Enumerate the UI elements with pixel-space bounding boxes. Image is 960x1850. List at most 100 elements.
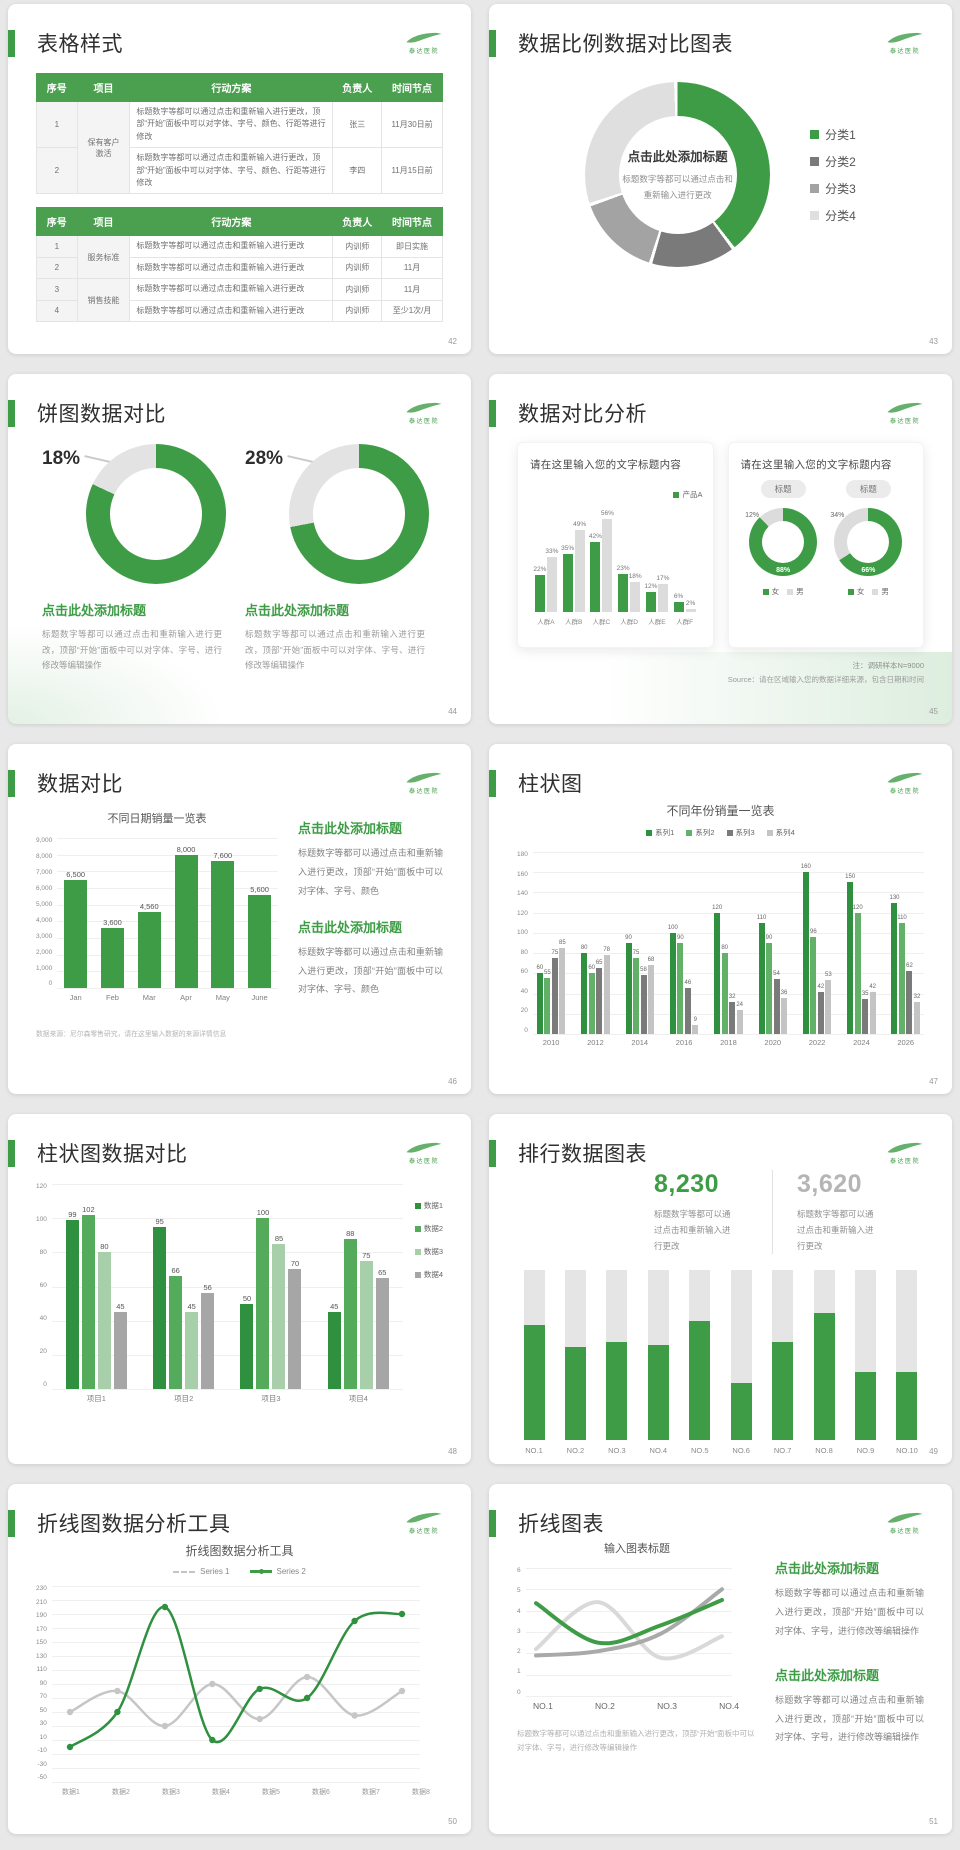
bar-value-label: 88 bbox=[346, 1228, 355, 1238]
bar: 85 bbox=[272, 1234, 286, 1389]
y-tick-label: 0 bbox=[48, 980, 53, 988]
table-cell: 11月 bbox=[381, 256, 443, 280]
gridline bbox=[51, 1698, 420, 1699]
block-title: 点击此处添加标题 bbox=[298, 821, 403, 836]
pie-compare-row: 18% 点击此处添加标题 标题数字等都可以通过点击和重新输入进行更改，顶部“开始”面… bbox=[36, 436, 443, 674]
logo-text: 泰达医院 bbox=[408, 418, 439, 425]
slide-43-donut-proportion[interactable]: 数据比例数据对比图表 泰达医院 点击此处添加标题 标题数字等都可以通过点击和重新输… bbox=[489, 4, 952, 354]
bar-value-label: 56% bbox=[600, 509, 614, 517]
bar-value-label: 24 bbox=[736, 1001, 744, 1008]
brand-logo: 泰达医院 bbox=[886, 402, 924, 425]
data-point bbox=[256, 1685, 263, 1693]
slide-42-table-styles[interactable]: 表格样式 泰达医院 序号 项目 行动方案 负责人 时间节点 1 保有客户激活 标题数字等都可以… bbox=[8, 4, 471, 354]
slide-content: 18% 点击此处添加标题 标题数字等都可以通过点击和重新输入进行更改，顶部“开始”面… bbox=[36, 436, 443, 674]
x-tick-label: 数据6 bbox=[312, 1789, 330, 1796]
slide-50-line-analysis[interactable]: 折线图数据分析工具 泰达医院 折线图数据分析工具 Series 1 Series 2… bbox=[8, 1484, 471, 1834]
table-cell: 11月30日前 bbox=[381, 100, 443, 149]
line-plot bbox=[533, 1587, 724, 1661]
slide-47-column-chart[interactable]: 柱状图 泰达医院 不同年份销量一览表 系列1 系列2 系列3 系列4 180 160 140 1… bbox=[489, 744, 952, 1094]
x-tick-label: NO.10 bbox=[896, 1446, 918, 1456]
table-cell: 至少1次/月 bbox=[381, 299, 443, 322]
bar-group: 22% 33% 人群A bbox=[532, 512, 560, 626]
slide-48-column-compare[interactable]: 柱状图数据对比 泰达医院 120 100 80 60 40 20 0 99 102 80 45 项目1… bbox=[8, 1114, 471, 1464]
x-tick-label: 人群C bbox=[592, 619, 611, 626]
bar-track bbox=[564, 1270, 586, 1441]
y-tick-label: 0 bbox=[43, 1381, 47, 1389]
bar-value-label: 70 bbox=[290, 1259, 300, 1269]
bar-group: 80 60 65 78 2012 bbox=[581, 945, 610, 1047]
stat-description: 标题数字等都可以通过点击和重新输入进行更改 bbox=[797, 1209, 874, 1252]
bar: 88 bbox=[343, 1229, 357, 1389]
gridline bbox=[532, 973, 924, 975]
y-tick-label: 30 bbox=[39, 1720, 47, 1728]
x-tick-label: NO.1 bbox=[533, 1701, 553, 1711]
bar-value-label: 80 bbox=[721, 945, 729, 952]
bars: 160 96 42 53 bbox=[801, 864, 832, 1034]
slide-45-data-analysis[interactable]: 数据对比分析 泰达医院 请在这里输入您的文字标题内容 产品A 22% 33% 人群A 35… bbox=[489, 374, 952, 724]
data-point bbox=[256, 1715, 263, 1723]
column-header-cell: 项目 bbox=[76, 73, 131, 102]
slide-46-bar-compare[interactable]: 数据对比 泰达医院 不同日期销量一览表 9,000 8,000 7,000 6,000 5… bbox=[8, 744, 471, 1094]
bar-group: 45 88 75 65 项目4 bbox=[327, 1229, 389, 1403]
gridline bbox=[525, 1696, 732, 1697]
dashed-line-swatch bbox=[173, 1570, 196, 1573]
bar-value-label: 33% bbox=[545, 548, 559, 555]
brand-logo: 泰达医院 bbox=[405, 772, 443, 795]
slide-header: 表格样式 泰达医院 bbox=[8, 28, 443, 58]
donut-row: 标题 12% 88% 女男标题 34% 66% 女男 bbox=[741, 480, 912, 597]
bar-group: 12% 17% 人群E bbox=[643, 512, 671, 626]
bar: 50 bbox=[240, 1294, 254, 1389]
legend-item: 数据3 bbox=[414, 1246, 443, 1257]
bar: 2% bbox=[685, 600, 696, 612]
gridline bbox=[532, 852, 924, 853]
y-tick-label: 9,000 bbox=[36, 837, 53, 844]
bar-group: 35% 49% 人群B bbox=[560, 512, 588, 626]
x-tick-label: 人群F bbox=[676, 619, 694, 626]
bar-value-label: 100 bbox=[256, 1208, 270, 1218]
x-tick-label: 项目4 bbox=[348, 1394, 368, 1403]
chart-title: 不同年份销量一览表 bbox=[666, 804, 775, 818]
slide-content: 点击此处添加标题 标题数字等都可以通过点击和重新输入进行更改 分类1 分类2 分类3 分类… bbox=[517, 82, 924, 267]
slide-title: 柱状图数据对比 bbox=[37, 1143, 188, 1166]
logo-text: 泰达医院 bbox=[889, 418, 920, 425]
bar: 100 bbox=[256, 1208, 270, 1389]
bar: 17% bbox=[656, 575, 669, 612]
page-number: 43 bbox=[929, 337, 938, 346]
bar: 6% bbox=[673, 593, 684, 612]
x-tick-label: NO.3 bbox=[657, 1701, 677, 1711]
gridline bbox=[51, 1320, 403, 1322]
data-point bbox=[351, 1617, 358, 1625]
page-number: 49 bbox=[929, 1447, 938, 1456]
table-header-row: 序号 项目 行动方案 负责人 时间节点 bbox=[36, 207, 443, 237]
slide-51-line-chart[interactable]: 折线图表 泰达医院 输入图表标题 6 5 4 3 2 1 0 NO.1 NO.2 NO.3 NO.4 标… bbox=[489, 1484, 952, 1834]
bar: 42 bbox=[817, 984, 824, 1034]
bar-value-label: 75 bbox=[632, 950, 640, 957]
slide-44-pie-compare[interactable]: 饼图数据对比 泰达医院 18% 点击此处添加标题 标题数字等都可以通过点击和重新输入… bbox=[8, 374, 471, 724]
bars: 99 102 80 45 bbox=[65, 1205, 127, 1389]
donut-card: 请在这里输入您的文字标题内容 标题 12% 88% 女男标题 34% 66% 女男 bbox=[727, 442, 924, 648]
bar-fill bbox=[855, 1372, 876, 1441]
table-cell: 标题数字等都可以通过点击和重新输入进行更改，顶部“开始”面板中可以对字体、字号、… bbox=[129, 147, 334, 195]
bar-fill bbox=[689, 1321, 711, 1441]
bar: 24 bbox=[736, 1002, 743, 1034]
bar: 42 bbox=[869, 984, 876, 1034]
bars: 6% 2% bbox=[673, 512, 696, 612]
logo-text: 泰达医院 bbox=[889, 1158, 920, 1165]
slide-header: 数据对比分析 泰达医院 bbox=[489, 398, 924, 428]
table-cell: 标题数字等都可以通过点击和重新输入进行更改 bbox=[129, 235, 334, 258]
bar-value-label: 85 bbox=[559, 940, 566, 947]
bar-track bbox=[647, 1270, 669, 1441]
page-number: 50 bbox=[448, 1817, 457, 1826]
donut-hole bbox=[110, 468, 202, 560]
data-point bbox=[114, 1687, 121, 1695]
y-tick-label: 170 bbox=[36, 1625, 47, 1633]
x-tick-label: NO.7 bbox=[773, 1446, 792, 1456]
block-body: 标题数字等都可以通过点击和重新输入进行更改，顶部“开始”面板中可以对字体、字号，… bbox=[775, 1588, 924, 1636]
block-title: 点击此处添加标题 bbox=[298, 919, 403, 935]
gridline bbox=[51, 1184, 403, 1185]
slide-content: 输入图表标题 6 5 4 3 2 1 0 NO.1 NO.2 NO.3 NO.4 标题数字等都可以通过点… bbox=[517, 1540, 924, 1763]
gridline bbox=[532, 932, 924, 934]
x-tick-label: 数据2 bbox=[112, 1789, 130, 1796]
slide-49-ranking-chart[interactable]: 排行数据图表 泰达医院 8,230 标题数字等都可以通过点击和重新输入进行更改 3,… bbox=[489, 1114, 952, 1464]
legend-label: 分类4 bbox=[825, 208, 856, 223]
